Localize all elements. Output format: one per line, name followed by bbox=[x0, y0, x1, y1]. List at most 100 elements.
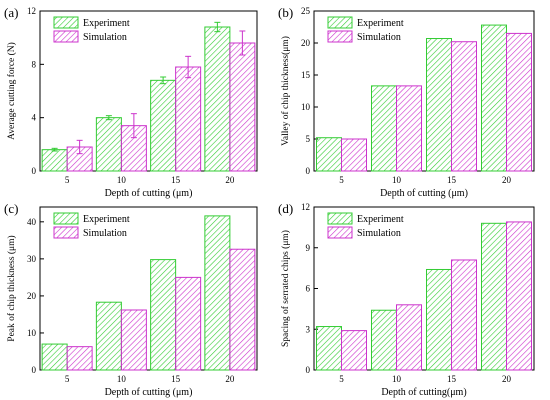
bar-experiment-10 bbox=[371, 85, 397, 172]
x-tick-label: 10 bbox=[117, 374, 127, 384]
x-axis-label: Depth of cutting (μm) bbox=[105, 188, 193, 199]
y-tick-label: 12 bbox=[301, 202, 310, 212]
legend-swatch-simulation bbox=[327, 226, 353, 239]
y-tick-label: 3 bbox=[306, 324, 311, 334]
x-tick-label: 10 bbox=[392, 175, 402, 185]
legend-label-simulation: Simulation bbox=[357, 32, 401, 43]
y-tick-label: 6 bbox=[306, 284, 311, 294]
bar-simulation-20 bbox=[506, 221, 532, 371]
y-tick-label: 25 bbox=[301, 6, 311, 16]
y-tick-label: 20 bbox=[301, 38, 311, 48]
x-tick-label: 5 bbox=[339, 374, 344, 384]
bar-simulation-10 bbox=[396, 85, 422, 172]
panel-label: (b) bbox=[278, 5, 293, 20]
bar-experiment-15 bbox=[150, 259, 177, 371]
x-axis-label: Depth of cutting (μm) bbox=[105, 387, 193, 398]
y-axis-label: Spacing of serrated chips (μm) bbox=[280, 230, 291, 347]
legend-label-simulation: Simulation bbox=[357, 228, 401, 239]
bar-simulation-20 bbox=[506, 32, 532, 172]
bar-simulation-5 bbox=[341, 330, 367, 371]
legend-swatch-simulation bbox=[53, 30, 79, 43]
x-axis-label: Depth of cutting(μm) bbox=[381, 387, 466, 398]
x-tick-label: 20 bbox=[502, 175, 512, 185]
bar-simulation-15 bbox=[451, 41, 477, 172]
bar-experiment-20 bbox=[204, 215, 231, 371]
y-tick-label: 30 bbox=[27, 254, 37, 264]
bar-experiment-5 bbox=[41, 149, 68, 172]
y-tick-label: 15 bbox=[301, 70, 311, 80]
plot-frame bbox=[39, 10, 258, 172]
y-tick-label: 10 bbox=[27, 328, 37, 338]
y-tick-label: 0 bbox=[32, 166, 37, 176]
chart-panel-2: (b) 0 5 10 15 20 25 5 10 15 20 Depth of cutting (μm… bbox=[278, 5, 535, 199]
bar-simulation-5 bbox=[341, 138, 367, 172]
legend-label-experiment: Experiment bbox=[83, 214, 130, 225]
x-tick-label: 10 bbox=[392, 374, 402, 384]
bar-experiment-5 bbox=[316, 137, 342, 172]
x-tick-label: 20 bbox=[225, 374, 235, 384]
chart-panel-1: (a) 0 4 8 12 5 10 15 20 Depth of cutting (μm) Aver… bbox=[4, 5, 258, 199]
y-tick-label: 0 bbox=[32, 365, 37, 375]
x-tick-label: 10 bbox=[117, 175, 127, 185]
y-tick-label: 40 bbox=[27, 217, 37, 227]
x-tick-label: 15 bbox=[171, 374, 181, 384]
chart-panel-3: (c) 0 10 20 30 40 5 10 15 20 Depth of cutting (μm)… bbox=[4, 201, 258, 398]
x-tick-label: 20 bbox=[225, 175, 235, 185]
y-tick-label: 0 bbox=[306, 365, 311, 375]
plot-frame bbox=[313, 10, 535, 172]
x-tick-label: 5 bbox=[65, 374, 70, 384]
bar-simulation-10 bbox=[396, 304, 422, 371]
legend-label-experiment: Experiment bbox=[357, 18, 404, 29]
y-tick-label: 10 bbox=[301, 102, 311, 112]
legend-swatch-experiment bbox=[327, 212, 353, 225]
y-axis-label: Average cutting force (N) bbox=[6, 42, 17, 140]
x-tick-label: 15 bbox=[447, 374, 457, 384]
bar-experiment-15 bbox=[426, 38, 452, 172]
y-tick-label: 8 bbox=[32, 59, 37, 69]
bar-experiment-10 bbox=[95, 117, 122, 172]
x-axis-label: Depth of cutting (μm) bbox=[380, 188, 468, 199]
legend-swatch-experiment bbox=[53, 16, 79, 29]
bar-simulation-15 bbox=[175, 66, 202, 172]
bar-experiment-5 bbox=[316, 326, 342, 371]
legend-label-experiment: Experiment bbox=[357, 214, 404, 225]
plot-frame bbox=[39, 206, 258, 371]
x-tick-label: 20 bbox=[502, 374, 512, 384]
x-tick-label: 5 bbox=[339, 175, 344, 185]
bar-simulation-15 bbox=[175, 276, 202, 371]
bar-experiment-15 bbox=[426, 268, 452, 371]
y-tick-label: 12 bbox=[27, 6, 36, 16]
y-tick-label: 5 bbox=[306, 134, 311, 144]
bar-experiment-10 bbox=[95, 301, 122, 371]
bar-simulation-5 bbox=[66, 146, 93, 172]
x-tick-label: 15 bbox=[447, 175, 457, 185]
bar-simulation-15 bbox=[451, 259, 477, 371]
bar-experiment-20 bbox=[481, 24, 507, 172]
legend-label-simulation: Simulation bbox=[83, 32, 127, 43]
x-tick-label: 5 bbox=[65, 175, 70, 185]
panel-label: (a) bbox=[4, 5, 18, 20]
bar-experiment-20 bbox=[481, 222, 507, 371]
bar-simulation-20 bbox=[229, 42, 256, 172]
legend-swatch-simulation bbox=[53, 226, 79, 239]
y-axis-label: Valley of chip thickness(μm) bbox=[280, 36, 291, 146]
legend-swatch-simulation bbox=[327, 30, 353, 43]
bar-simulation-20 bbox=[229, 248, 256, 371]
bar-experiment-5 bbox=[41, 343, 68, 371]
y-tick-label: 0 bbox=[306, 166, 311, 176]
bar-experiment-20 bbox=[204, 26, 231, 172]
y-tick-label: 20 bbox=[27, 291, 37, 301]
x-tick-label: 15 bbox=[171, 175, 181, 185]
bar-experiment-15 bbox=[150, 79, 177, 172]
y-tick-label: 4 bbox=[32, 113, 37, 123]
bar-simulation-10 bbox=[120, 309, 147, 371]
legend-label-experiment: Experiment bbox=[83, 18, 130, 29]
chart-panel-4: (d) 0 3 6 9 12 5 10 15 20 Depth of cutting(μm) Spac… bbox=[278, 201, 535, 398]
bar-experiment-10 bbox=[371, 309, 397, 371]
y-axis-label: Peak of chip thickness (μm) bbox=[6, 235, 17, 341]
legend-label-simulation: Simulation bbox=[83, 228, 127, 239]
bar-simulation-5 bbox=[66, 346, 93, 371]
y-tick-label: 9 bbox=[306, 243, 311, 253]
legend-swatch-experiment bbox=[53, 212, 79, 225]
